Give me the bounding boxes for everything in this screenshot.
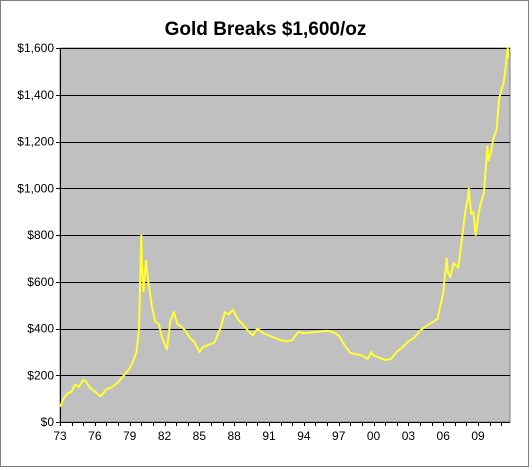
x-tick-label-9: 00 [367, 429, 381, 443]
y-axis-tick-labels: $0 $200 $400 $600 $800 $1,000 $1,200 $1,400 $1,6… [17, 41, 54, 429]
axes [56, 48, 510, 426]
x-tick-label-1: 76 [88, 429, 102, 443]
series-line-0 [59, 47, 510, 408]
x-tick-label-6: 91 [262, 429, 276, 443]
y-tick-label-4: $800 [27, 228, 54, 242]
x-tick-label-12: 09 [471, 429, 485, 443]
x-tick-label-2: 79 [123, 429, 137, 443]
x-tick-label-7: 94 [297, 429, 311, 443]
chart-title: Gold Breaks $1,600/oz [164, 19, 367, 40]
x-tick-label-4: 85 [193, 429, 207, 443]
x-tick-label-3: 82 [158, 429, 172, 443]
y-tick-label-5: $1,000 [17, 181, 54, 195]
y-tick-label-1: $200 [27, 368, 54, 382]
x-tick-label-8: 97 [332, 429, 346, 443]
x-tick-label-10: 03 [402, 429, 416, 443]
x-tick-label-0: 73 [53, 429, 67, 443]
series-layer [59, 47, 510, 408]
y-tick-label-0: $0 [41, 415, 55, 429]
x-tick-label-11: 06 [437, 429, 451, 443]
y-tick-label-2: $400 [27, 322, 54, 336]
x-axis-tick-labels: 73 76 79 82 85 88 91 94 97 00 03 06 09 [53, 429, 485, 443]
gridlines [60, 48, 510, 376]
y-tick-label-6: $1,200 [17, 135, 54, 149]
y-tick-label-3: $600 [27, 275, 54, 289]
y-tick-label-7: $1,400 [17, 88, 54, 102]
y-tick-label-8: $1,600 [17, 41, 54, 55]
x-tick-label-5: 88 [228, 429, 242, 443]
